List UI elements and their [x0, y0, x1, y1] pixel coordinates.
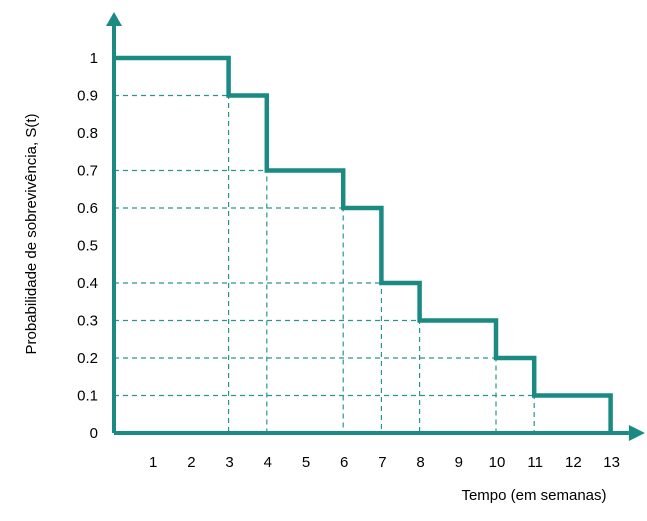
- axes: [106, 12, 645, 441]
- x-tick-label: 7: [378, 454, 386, 471]
- y-tick-label: 0.7: [77, 163, 98, 180]
- survival-step-line: [114, 55, 613, 433]
- y-tick-label: 0.4: [77, 275, 98, 292]
- x-axis-title: Tempo (em semanas): [461, 487, 606, 504]
- series-group: [114, 55, 613, 433]
- y-tick-label: 0.8: [77, 125, 98, 142]
- x-tick-label: 9: [455, 454, 463, 471]
- x-axis-arrow: [628, 425, 645, 441]
- x-tick-label: 12: [565, 454, 582, 471]
- x-tick-label: 2: [187, 454, 195, 471]
- y-tick-label: 0.5: [77, 238, 98, 255]
- y-tick-label: 0.2: [77, 350, 98, 367]
- x-tick-label: 8: [416, 454, 424, 471]
- x-tick-label: 3: [225, 454, 233, 471]
- y-tick-label: 0.9: [77, 88, 98, 105]
- x-tick-label: 13: [603, 454, 620, 471]
- x-tick-label: 6: [340, 454, 348, 471]
- x-tick-label: 1: [149, 454, 157, 471]
- x-tick-label: 5: [302, 454, 310, 471]
- x-tick-label: 11: [527, 454, 543, 471]
- y-tick-label: 0.6: [77, 200, 98, 217]
- y-tick-label: 1: [90, 50, 98, 67]
- y-axis-title: Probabilidade de sobrevivência, S(t): [23, 114, 40, 355]
- x-tick-label: 10: [489, 454, 506, 471]
- x-tick-labels: 1 2 3 4 5 6 7 8 9 10 11 12 13: [149, 454, 620, 471]
- y-tick-labels: 0 0.1 0.2 0.3 0.4 0.5 0.6 0.7 0.8 0.9 1: [77, 50, 98, 442]
- y-tick-label: 0.1: [77, 388, 98, 405]
- x-tick-label: 4: [264, 454, 272, 471]
- y-axis-arrow: [106, 12, 122, 26]
- y-tick-label: 0: [90, 425, 98, 442]
- y-tick-label: 0.3: [77, 313, 98, 330]
